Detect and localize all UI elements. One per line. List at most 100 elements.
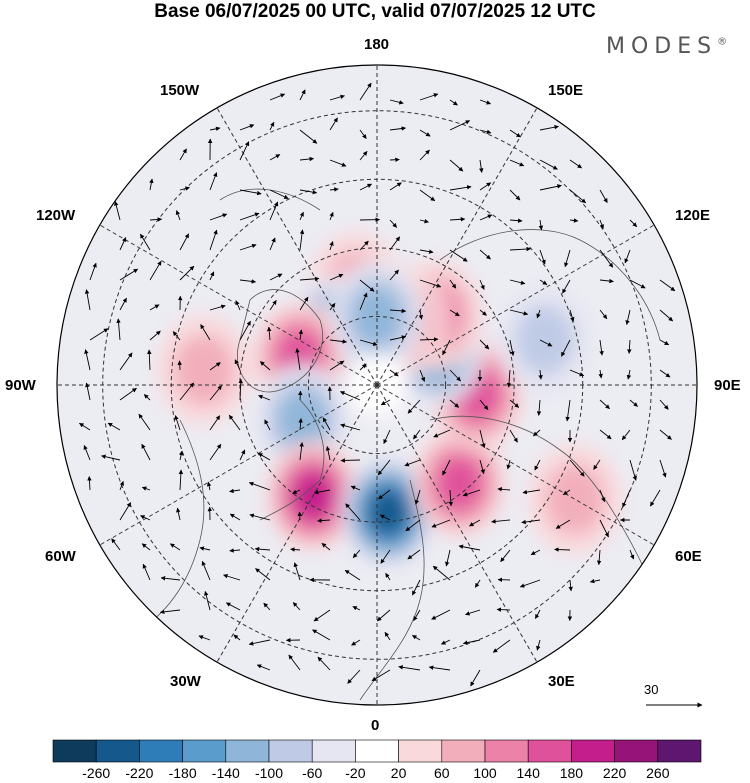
wind-vector bbox=[329, 241, 334, 251]
wind-vector bbox=[359, 363, 367, 371]
wind-vector bbox=[414, 489, 421, 505]
wind-vector bbox=[385, 572, 391, 581]
wind-vector bbox=[142, 563, 151, 581]
colorbar-tick-label: 220 bbox=[602, 765, 627, 781]
wind-vector bbox=[379, 514, 391, 521]
wind-vector bbox=[449, 99, 458, 106]
wind-vector bbox=[345, 503, 361, 521]
wind-vector bbox=[359, 82, 372, 101]
wind-vector bbox=[312, 629, 331, 641]
wind-vector bbox=[235, 300, 241, 311]
wind-vector bbox=[509, 279, 526, 285]
wind-vector bbox=[449, 309, 460, 317]
wind-vector bbox=[266, 326, 272, 341]
latitude-circle bbox=[239, 247, 515, 523]
wind-vector bbox=[554, 547, 571, 552]
wind-vector bbox=[569, 369, 585, 377]
label-150w: 150W bbox=[160, 82, 200, 99]
wind-vector bbox=[298, 329, 304, 341]
wind-vector bbox=[179, 186, 190, 191]
wind-vector bbox=[539, 249, 546, 265]
wind-vector bbox=[589, 578, 601, 584]
meridian-line bbox=[376, 384, 538, 663]
wind-vector bbox=[298, 418, 303, 431]
wind-vector bbox=[209, 385, 222, 401]
wind-vector bbox=[535, 609, 541, 619]
wind-vector bbox=[325, 446, 331, 461]
colorbar-tick-label: 180 bbox=[559, 765, 584, 781]
wind-vector bbox=[169, 543, 181, 551]
wind-vector bbox=[204, 590, 211, 611]
wind-vector bbox=[172, 331, 181, 341]
coastlines bbox=[139, 188, 661, 701]
label-90w: 90W bbox=[5, 377, 36, 394]
wind-vector bbox=[174, 415, 181, 431]
wind-vector bbox=[179, 382, 195, 401]
wind-vector bbox=[442, 459, 451, 476]
wind-vector bbox=[256, 664, 271, 671]
wind-vector bbox=[596, 549, 602, 566]
wind-vector bbox=[297, 511, 302, 521]
wind-vector bbox=[229, 548, 241, 553]
wind-vector bbox=[470, 669, 481, 687]
wind-vector bbox=[449, 249, 468, 262]
wind-vector bbox=[419, 149, 430, 161]
wind-vector bbox=[413, 609, 421, 621]
wind-vector bbox=[359, 292, 368, 311]
wind-vector bbox=[359, 240, 369, 251]
wind-vector bbox=[522, 489, 541, 495]
wind-vector bbox=[107, 422, 121, 431]
wind-vector bbox=[206, 481, 212, 491]
wind-vector bbox=[149, 178, 154, 191]
wind-vector bbox=[479, 429, 486, 449]
latitude-circle bbox=[307, 315, 447, 455]
wind-vector bbox=[258, 452, 271, 461]
wind-vector bbox=[259, 361, 271, 371]
wind-vector bbox=[419, 249, 434, 254]
wind-vector bbox=[329, 339, 348, 344]
wind-vector bbox=[209, 415, 221, 431]
wind-vector bbox=[233, 634, 241, 641]
wind-vector bbox=[509, 159, 525, 167]
wind-vector bbox=[625, 309, 631, 325]
wind-vector bbox=[521, 519, 541, 525]
wind-vector bbox=[254, 546, 271, 552]
wind-vector bbox=[659, 369, 671, 378]
wind-vector bbox=[359, 339, 378, 346]
label-90e: 90E bbox=[714, 377, 741, 394]
wind-vector bbox=[411, 579, 421, 596]
wind-vector bbox=[564, 249, 571, 268]
wind-vector bbox=[412, 634, 421, 641]
wind-vector bbox=[179, 233, 190, 251]
wind-vector bbox=[380, 549, 391, 564]
wind-vector bbox=[239, 243, 257, 251]
wind-vector bbox=[380, 399, 391, 406]
wind-vector bbox=[239, 320, 251, 341]
wind-vector bbox=[659, 339, 670, 346]
wind-vector bbox=[200, 324, 211, 341]
wind-vector bbox=[209, 304, 226, 311]
wind-vector bbox=[258, 394, 271, 401]
label-60w: 60W bbox=[45, 548, 76, 565]
wind-vector bbox=[84, 289, 91, 311]
wind-vector bbox=[627, 339, 632, 354]
wind-vector bbox=[329, 187, 339, 192]
wind-vector bbox=[269, 154, 281, 161]
wind-vector bbox=[509, 218, 523, 223]
wind-vector bbox=[569, 189, 587, 204]
wind-vector bbox=[352, 606, 361, 611]
wind-vector bbox=[533, 429, 541, 437]
wind-vector bbox=[248, 639, 271, 646]
label-180: 180 bbox=[364, 36, 390, 53]
brand-text: MODES bbox=[606, 34, 718, 59]
wind-vector bbox=[383, 429, 391, 445]
wind-vector bbox=[299, 296, 309, 311]
wind-vector bbox=[347, 669, 361, 684]
wind-vector bbox=[384, 631, 391, 641]
colorbar-tick-label: -260 bbox=[82, 765, 111, 781]
label-30w: 30W bbox=[170, 673, 201, 690]
wind-vector bbox=[149, 260, 162, 281]
colorbar-tick-label: -60 bbox=[302, 765, 323, 781]
wind-vector bbox=[479, 214, 493, 221]
colorbar-cell bbox=[657, 739, 702, 763]
